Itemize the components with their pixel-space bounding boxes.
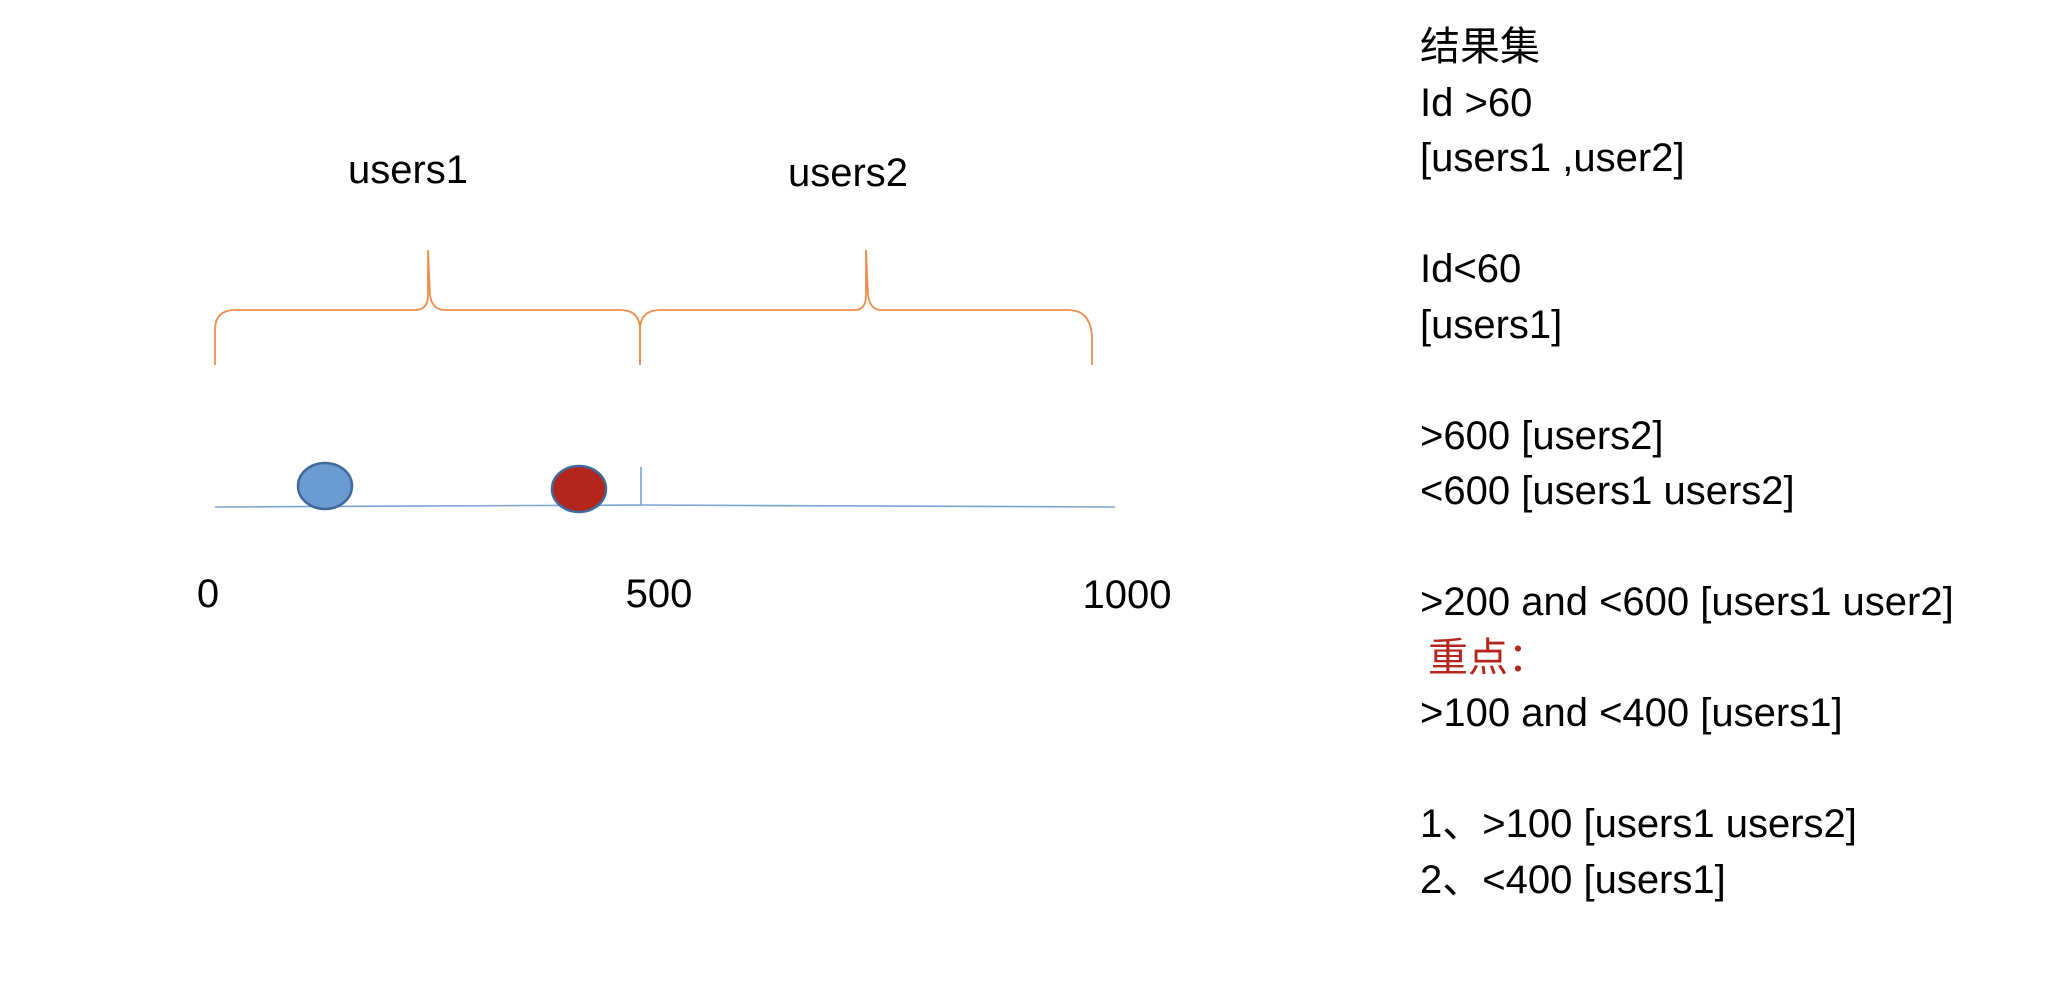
note-highlight-line: 重点： bbox=[1428, 634, 1548, 681]
note-line: <600 [users1 users2] bbox=[1420, 469, 1795, 513]
result-set-notes: 结果集 Id >60 [users1 ,user2] Id<60 [users1… bbox=[1420, 20, 2050, 908]
brace-users2 bbox=[639, 249, 1093, 365]
axis-line bbox=[214, 504, 1116, 508]
red-point bbox=[550, 464, 608, 514]
note-line: >200 and <600 [users1 user2] bbox=[1420, 580, 1954, 624]
note-line: Id >60 bbox=[1420, 80, 1533, 125]
note-line: >600 [users2] bbox=[1420, 413, 1664, 458]
brace-users1 bbox=[214, 249, 641, 365]
note-line: 1、>100 [users1 users2] bbox=[1420, 802, 1857, 846]
note-line: [users1] bbox=[1420, 302, 1563, 347]
note-line: 结果集 bbox=[1420, 24, 1540, 70]
note-line: >100 and <400 [users1] bbox=[1420, 691, 1843, 735]
note-line: 2、<400 [users1] bbox=[1420, 857, 1726, 902]
note-line: Id<60 bbox=[1420, 247, 1522, 291]
segment-label-users2: users2 bbox=[788, 151, 908, 195]
note-blank-line bbox=[1420, 742, 2050, 798]
note-blank-line bbox=[1420, 353, 2050, 409]
note-blank-line bbox=[1420, 187, 2050, 243]
note-blank-line bbox=[1420, 520, 2050, 576]
blue-point bbox=[296, 461, 354, 511]
range-diagram: users1 users2 0 500 1000 bbox=[197, 148, 1172, 617]
note-line: [users1 ,user2] bbox=[1420, 136, 1685, 180]
tick-label-0: 0 bbox=[197, 572, 219, 616]
tick-label-1000: 1000 bbox=[1083, 573, 1172, 617]
segment-label-users1: users1 bbox=[348, 148, 468, 192]
tick-label-500: 500 bbox=[626, 572, 693, 616]
